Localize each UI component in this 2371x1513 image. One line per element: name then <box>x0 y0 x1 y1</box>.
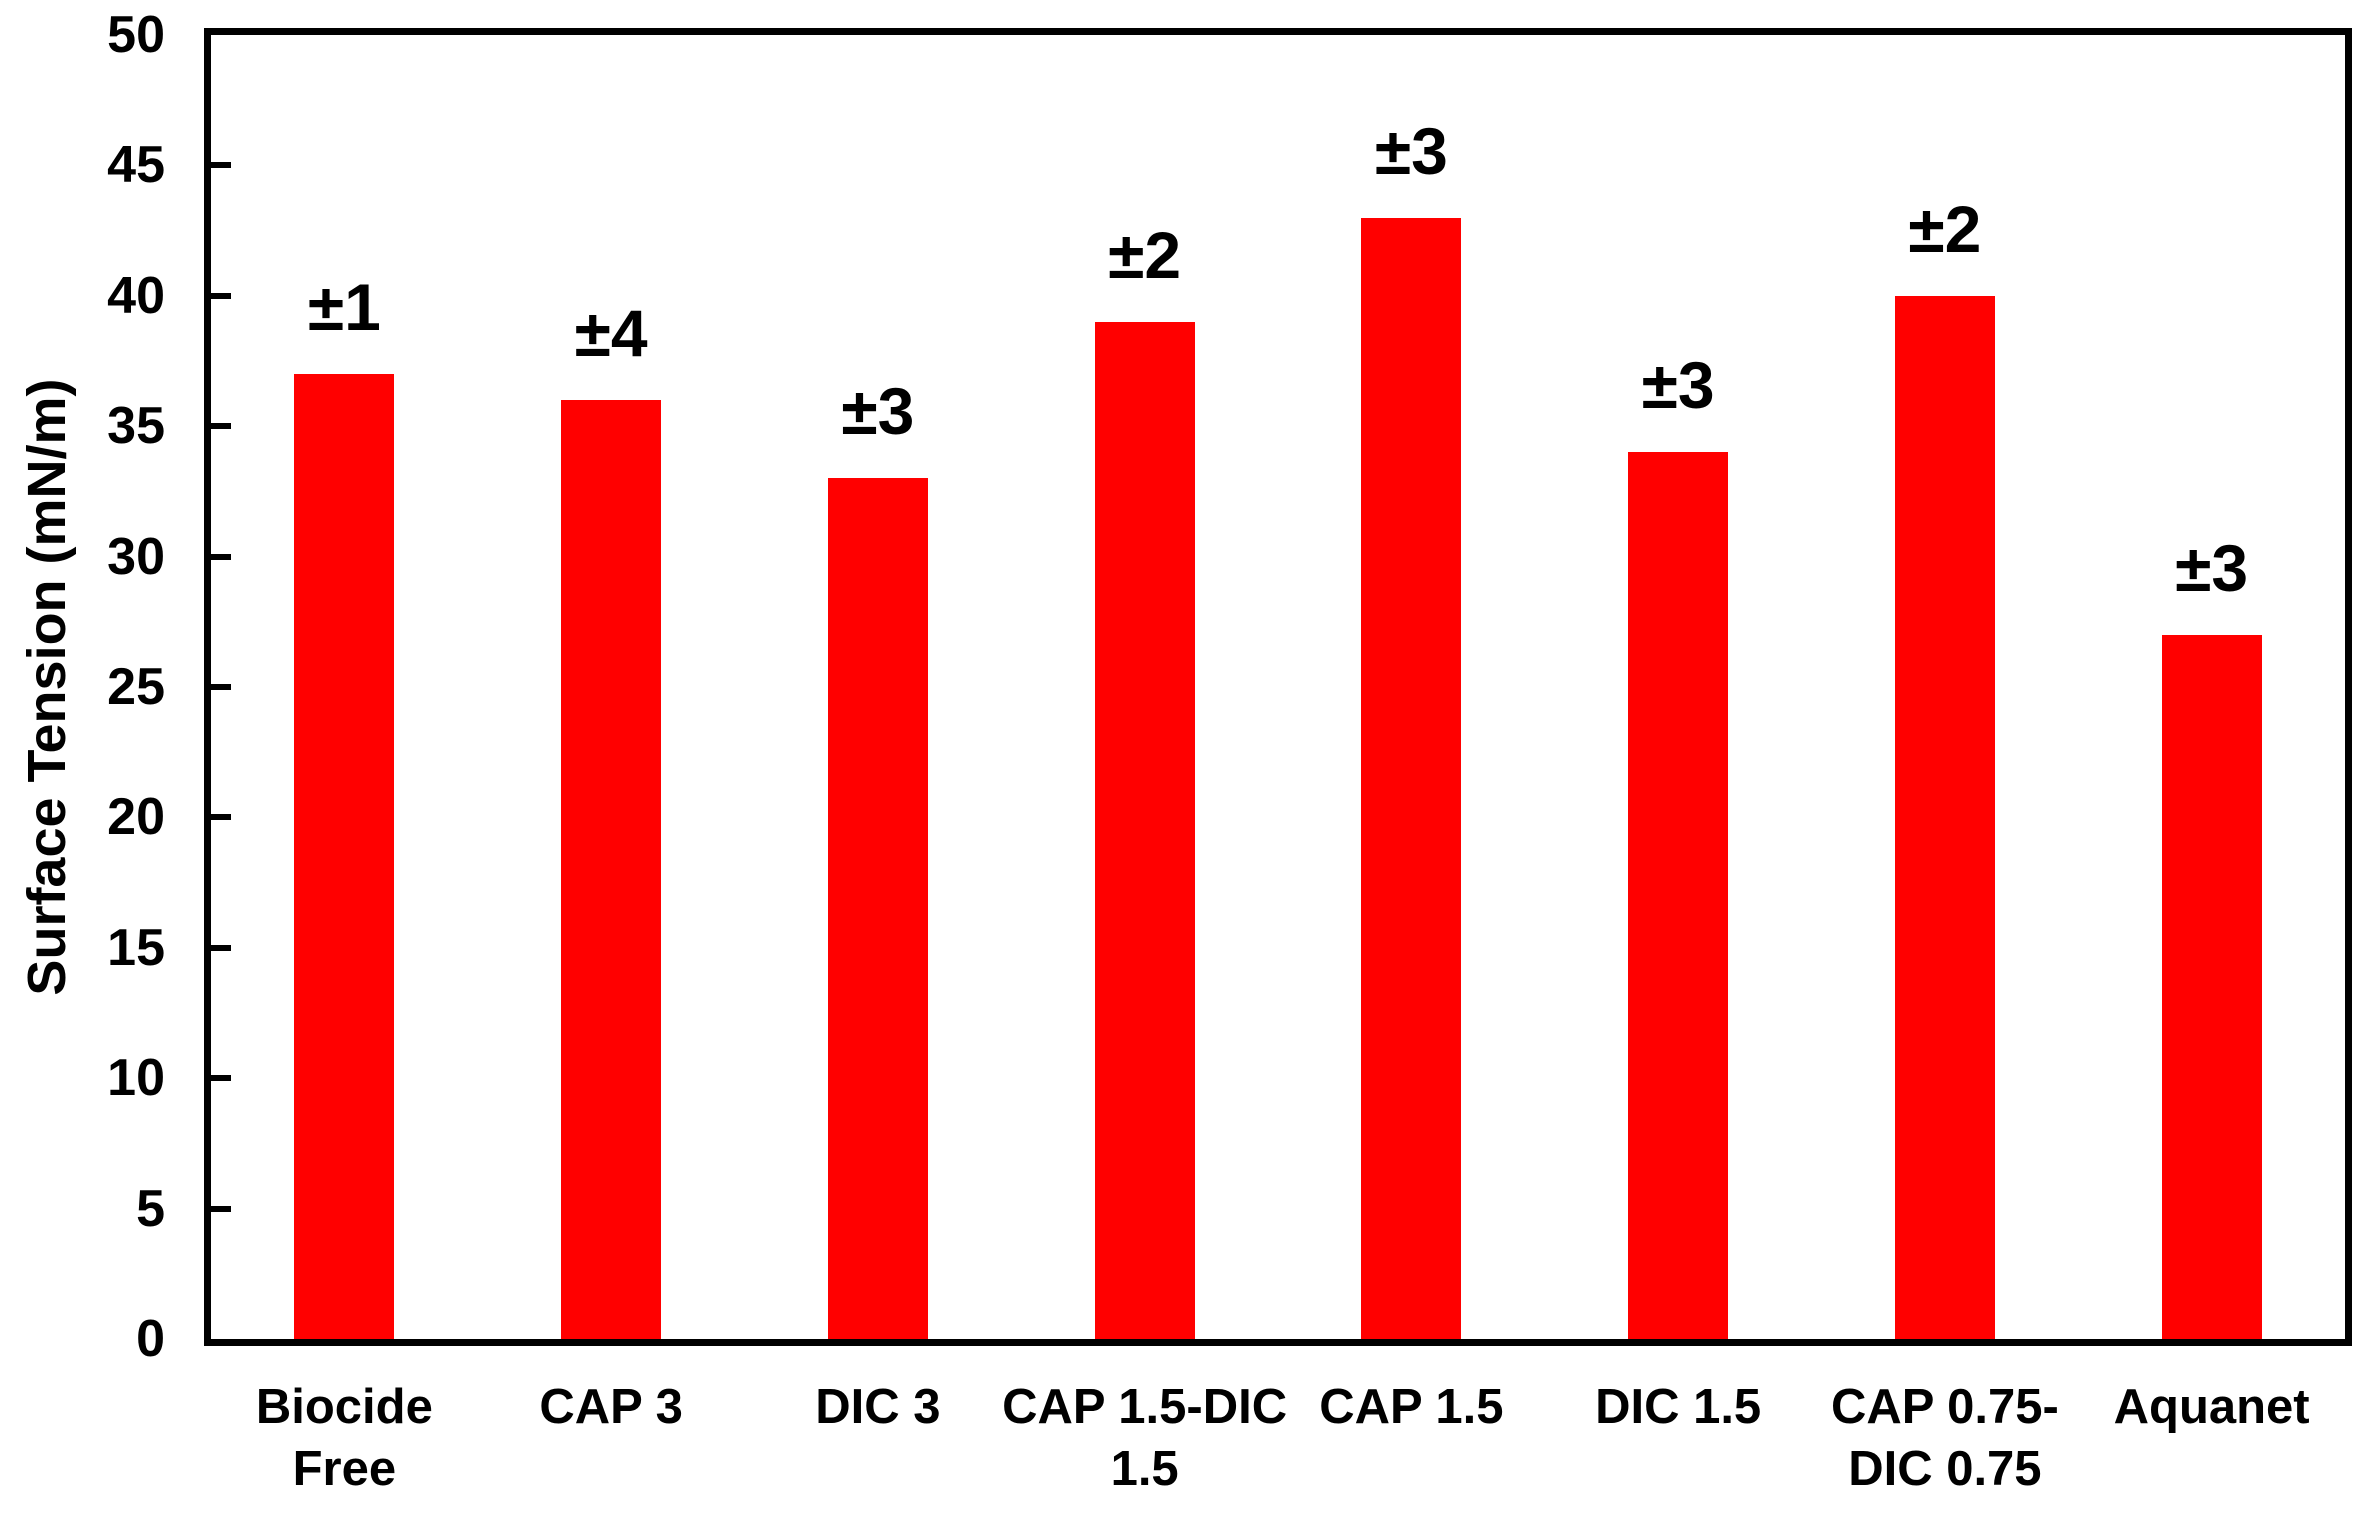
x-axis-label: Aquanet <box>2012 1376 2371 1438</box>
error-label: ±4 <box>574 296 648 371</box>
bar <box>561 400 662 1339</box>
bar-slot: ±3 <box>745 378 1012 1339</box>
bar <box>1094 321 1195 1339</box>
bar <box>1361 217 1462 1339</box>
x-axis-label: Biocide Free <box>144 1376 544 1500</box>
x-axis-label: CAP 3 <box>411 1376 811 1438</box>
y-tick-label: 40 <box>107 266 165 325</box>
error-label: ±3 <box>841 374 915 449</box>
y-tick-label: 25 <box>107 658 165 716</box>
bar-slot: ±3 <box>1545 352 1812 1339</box>
x-axis-label-line: DIC 0.75 <box>1848 1442 2042 1496</box>
bar <box>1894 295 1995 1339</box>
y-tick-mark <box>211 1205 231 1212</box>
x-axis-label-line: DIC 1.5 <box>1595 1380 1762 1434</box>
y-tick-label: 35 <box>107 397 165 456</box>
y-tick-mark <box>211 814 231 821</box>
x-axis-label: DIC 3 <box>678 1376 1078 1438</box>
error-label: ±1 <box>307 270 381 345</box>
x-axis-label-line: Biocide <box>255 1380 433 1434</box>
x-axis-label-line: Aquanet <box>2113 1380 2310 1434</box>
error-label: ±2 <box>1108 217 1182 292</box>
error-label: ±3 <box>1641 348 1715 423</box>
x-axis-label: DIC 1.5 <box>1478 1376 1878 1438</box>
x-axis-label-line: CAP 1.5 <box>1319 1380 1504 1434</box>
x-axis-label: CAP 0.75- DIC 0.75 <box>1745 1376 2145 1500</box>
x-axis-label-line: 1.5 <box>1110 1442 1179 1496</box>
y-tick-label: 50 <box>107 6 165 64</box>
bar-slot: ±4 <box>478 300 745 1339</box>
y-tick-mark <box>211 553 231 560</box>
y-tick-label: 15 <box>107 918 165 977</box>
y-tick-label: 5 <box>136 1179 165 1238</box>
y-tick-label: 10 <box>107 1049 165 1108</box>
bar-slot: ±3 <box>2078 535 2345 1339</box>
bar <box>294 374 395 1339</box>
error-label: ±3 <box>1374 113 1448 188</box>
y-tick-label: 0 <box>136 1310 165 1368</box>
plot-area: ±1 ±4 ±3 ±2 ±3 ±3 ±2 ±3 <box>204 28 2352 1346</box>
y-tick-mark <box>211 1075 231 1082</box>
y-tick-mark <box>211 684 231 690</box>
error-label: ±3 <box>2175 530 2249 605</box>
bar <box>1628 452 1729 1339</box>
bar <box>827 478 928 1339</box>
x-axis-label-line: Free <box>292 1442 397 1496</box>
y-tick-label: 20 <box>107 788 165 847</box>
x-axis-label-line: CAP 1.5-DIC <box>1002 1380 1288 1434</box>
x-axis-label: CAP 1.5 <box>1211 1376 1611 1438</box>
bar-slot: ±2 <box>1011 222 1278 1339</box>
error-label: ±2 <box>1908 191 1982 266</box>
x-axis-label-line: DIC 3 <box>815 1380 941 1434</box>
y-tick-label: 30 <box>107 527 165 586</box>
x-axis-label: CAP 1.5-DIC 1.5 <box>945 1376 1345 1500</box>
y-tick-mark <box>211 162 231 169</box>
y-tick-mark <box>211 944 231 951</box>
bar <box>2161 634 2262 1339</box>
y-tick-mark <box>211 423 231 430</box>
bar-slot: ±3 <box>1278 118 1545 1339</box>
y-tick-label: 45 <box>107 136 165 195</box>
x-axis-label-line: CAP 0.75- <box>1830 1380 2059 1434</box>
bar-slot: ±1 <box>211 274 478 1339</box>
bar-slot: ±2 <box>1812 196 2079 1339</box>
x-axis-label-line: CAP 3 <box>539 1380 683 1434</box>
y-tick-mark <box>211 292 231 299</box>
